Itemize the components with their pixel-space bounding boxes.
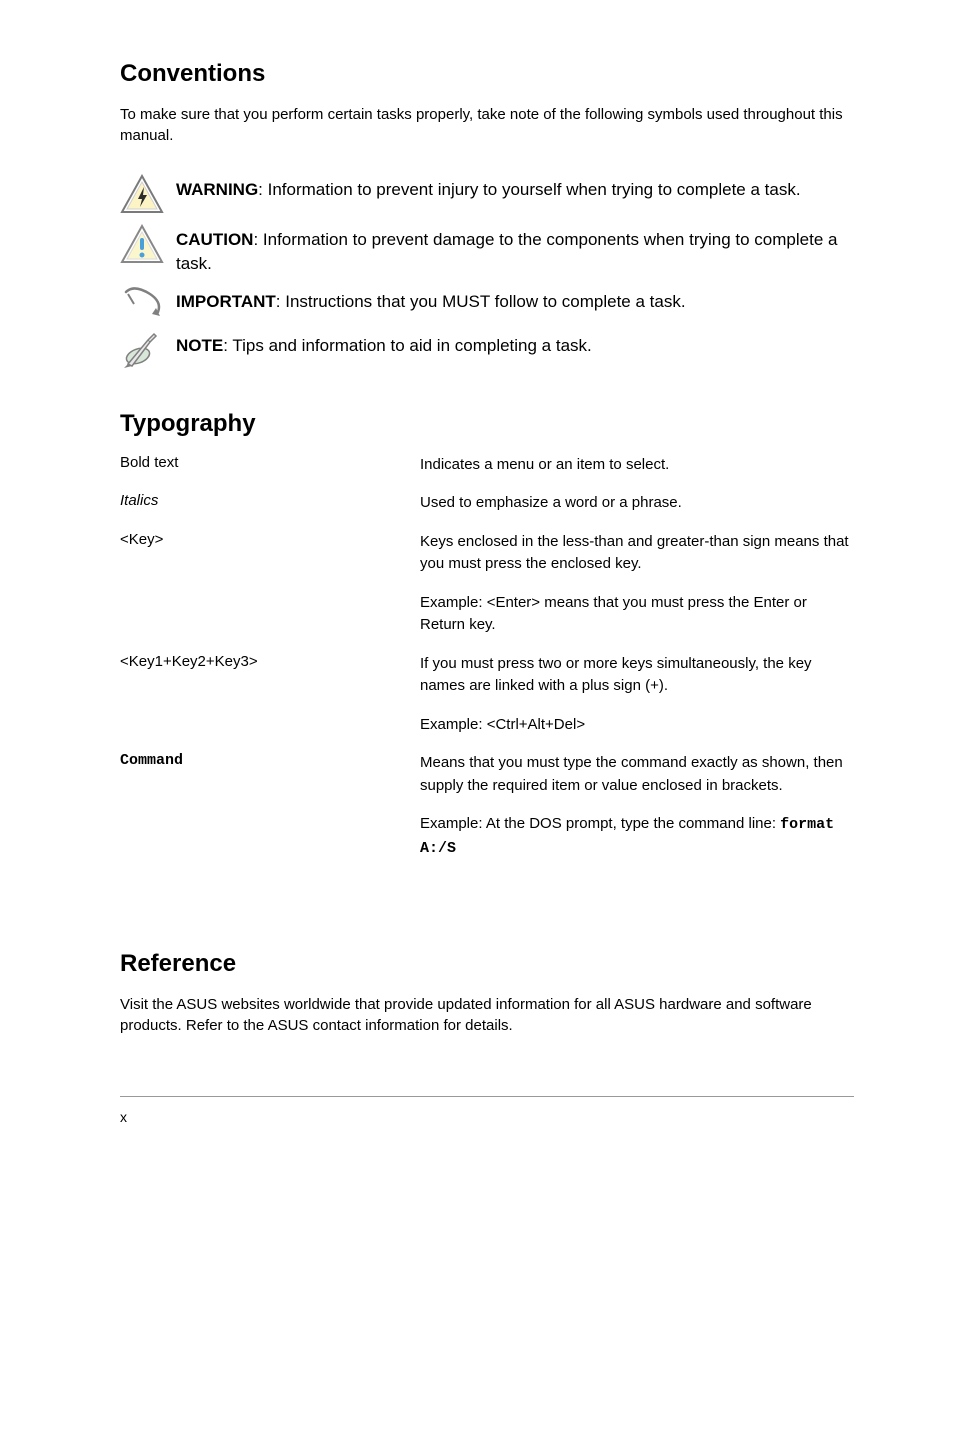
reference-text: Visit the ASUS websites worldwide that p… — [120, 994, 854, 1036]
note-icon — [120, 330, 176, 370]
command-example-prefix: Example: At the DOS prompt, type the com… — [420, 815, 780, 832]
conventions-intro: To make sure that you perform certain ta… — [120, 104, 854, 146]
warning-icon — [120, 174, 176, 214]
typo-row-italics: Italics Used to emphasize a word or a ph… — [120, 492, 854, 515]
caution-label: CAUTION — [176, 230, 253, 249]
conventions-heading: Conventions — [120, 60, 854, 88]
typo-right-command: Means that you must type the command exa… — [420, 752, 854, 797]
typo-left-multikey: <Key1+Key2+Key3> — [120, 653, 420, 698]
typo-row-key: <Key> Keys enclosed in the less-than and… — [120, 531, 854, 576]
typo-left-key: <Key> — [120, 531, 420, 576]
typography-section: Typography Bold text Indicates a menu or… — [120, 410, 854, 861]
typo-left-italics: Italics — [120, 492, 420, 515]
typo-row-key-example: Example: <Enter> means that you must pre… — [120, 592, 854, 637]
reference-heading: Reference — [120, 950, 854, 978]
reference-section: Reference Visit the ASUS websites worldw… — [120, 950, 854, 1036]
warning-text: WARNING: Information to prevent injury t… — [176, 174, 801, 202]
typo-right-italics: Used to emphasize a word or a phrase. — [420, 492, 854, 515]
important-label: IMPORTANT — [176, 292, 276, 311]
typography-heading: Typography — [120, 410, 854, 438]
warning-desc: : Information to prevent injury to yours… — [258, 180, 800, 199]
caution-icon — [120, 224, 176, 264]
typo-left-multikey-example — [120, 714, 420, 737]
page-number: x — [120, 1109, 127, 1125]
typo-row-multikey: <Key1+Key2+Key3> If you must press two o… — [120, 653, 854, 698]
typo-right-multikey-example: Example: <Ctrl+Alt+Del> — [420, 714, 854, 737]
typo-row-multikey-example: Example: <Ctrl+Alt+Del> — [120, 714, 854, 737]
typo-left-bold: Bold text — [120, 454, 420, 477]
page-footer: x — [120, 1096, 854, 1125]
typo-right-bold: Indicates a menu or an item to select. — [420, 454, 854, 477]
caution-text: CAUTION: Information to prevent damage t… — [176, 224, 854, 276]
note-desc: : Tips and information to aid in complet… — [223, 336, 592, 355]
typo-right-key: Keys enclosed in the less-than and great… — [420, 531, 854, 576]
warning-label: WARNING — [176, 180, 258, 199]
note-row: NOTE: Tips and information to aid in com… — [120, 330, 854, 370]
warning-row: WARNING: Information to prevent injury t… — [120, 174, 854, 214]
important-icon — [120, 286, 176, 320]
note-text: NOTE: Tips and information to aid in com… — [176, 330, 592, 358]
typo-row-bold: Bold text Indicates a menu or an item to… — [120, 454, 854, 477]
page: Conventions To make sure that you perfor… — [0, 0, 954, 1398]
typo-right-multikey: If you must press two or more keys simul… — [420, 653, 854, 698]
typo-row-command-example: Example: At the DOS prompt, type the com… — [120, 813, 854, 860]
typo-right-key-example: Example: <Enter> means that you must pre… — [420, 592, 854, 637]
note-label: NOTE — [176, 336, 223, 355]
typo-left-command: Command — [120, 752, 420, 797]
important-desc: : Instructions that you MUST follow to c… — [276, 292, 686, 311]
important-row: IMPORTANT: Instructions that you MUST fo… — [120, 286, 854, 320]
typo-left-key-example — [120, 592, 420, 637]
caution-row: CAUTION: Information to prevent damage t… — [120, 224, 854, 276]
typo-left-command-example — [120, 813, 420, 860]
important-text: IMPORTANT: Instructions that you MUST fo… — [176, 286, 686, 314]
typo-row-command: Command Means that you must type the com… — [120, 752, 854, 797]
typo-right-command-example: Example: At the DOS prompt, type the com… — [420, 813, 854, 860]
caution-desc: : Information to prevent damage to the c… — [176, 230, 837, 273]
